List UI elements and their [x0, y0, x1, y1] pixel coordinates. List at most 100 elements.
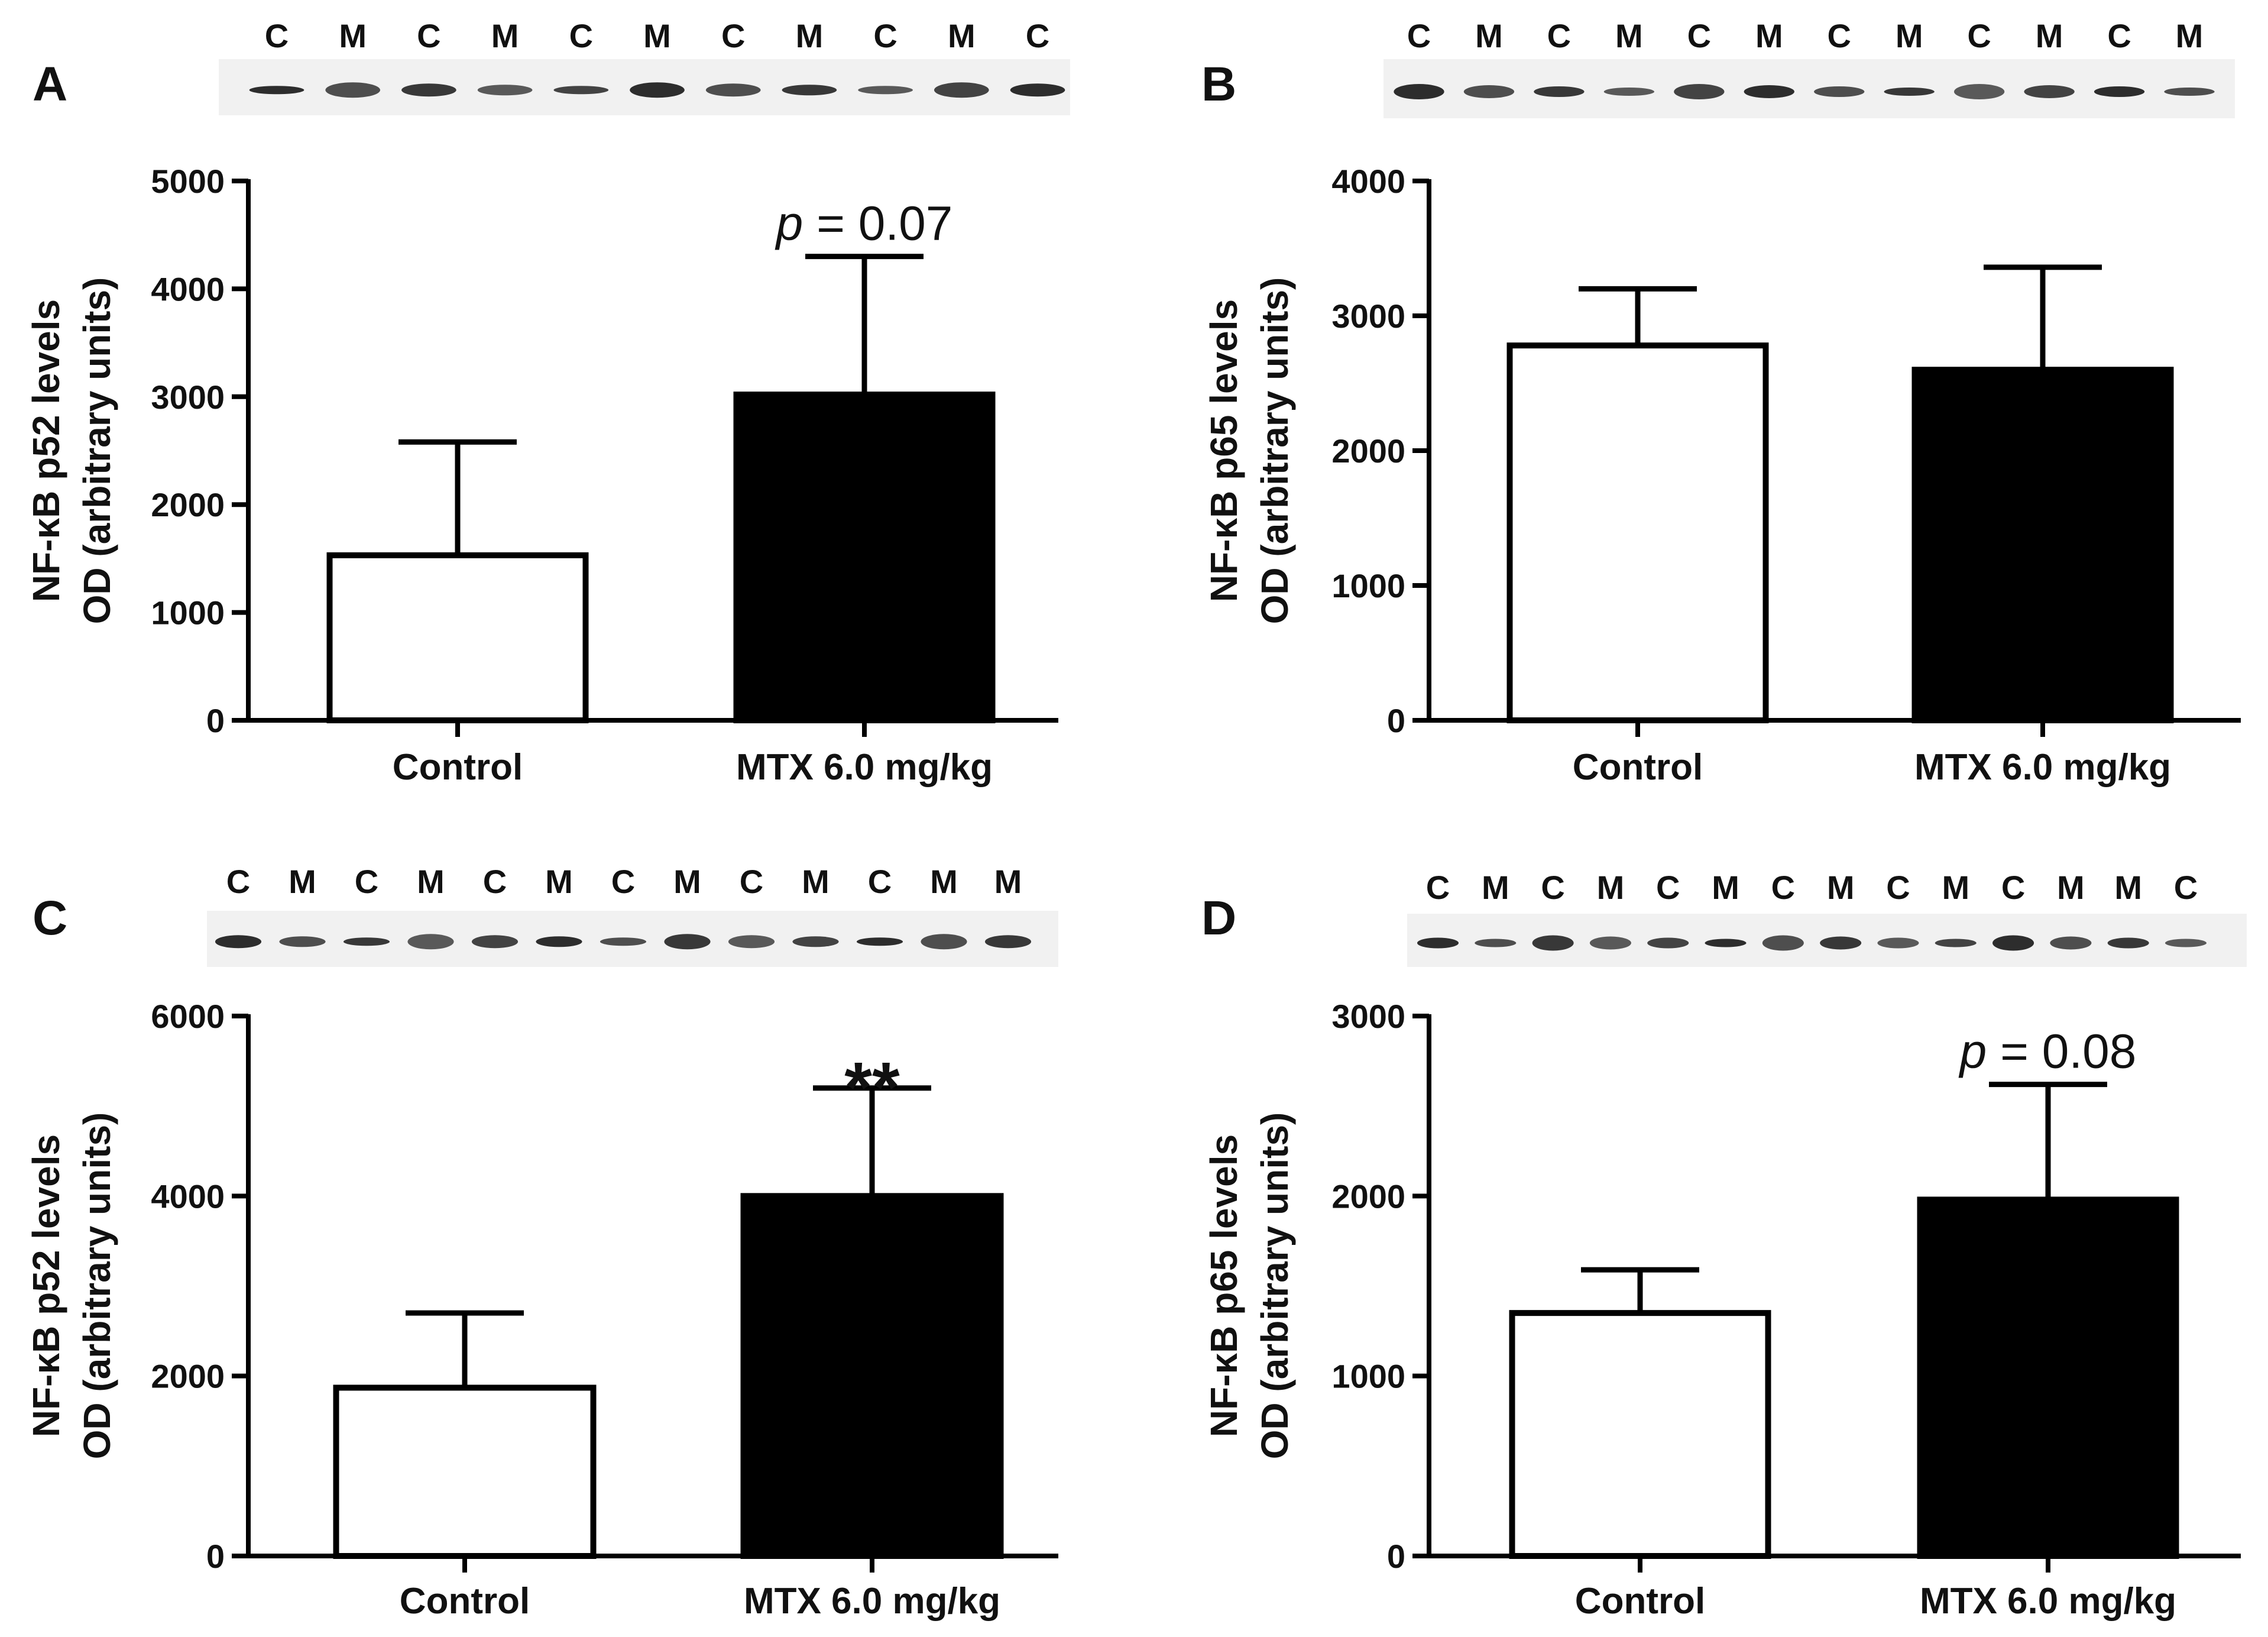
blot-lane-label: C	[1026, 17, 1049, 54]
blot-lane-label: C	[483, 863, 507, 900]
blot-lane-label: M	[930, 863, 958, 900]
blot-band	[1877, 937, 1919, 949]
y-tick-label: 6000	[151, 998, 225, 1035]
y-tick-label: 0	[206, 1538, 225, 1575]
blot-band	[1935, 939, 1977, 947]
y-axis-label: NF-κB p65 levels OD (arbitrary units)	[1203, 1112, 1296, 1460]
y-axis-label: NF-κB p52 levels OD (arbitrary units)	[25, 1112, 118, 1460]
y-tick-label: 4000	[151, 270, 225, 308]
y-tick-label: 3000	[1331, 998, 1405, 1035]
blot-band	[1603, 88, 1655, 96]
blot-lane-label: C	[569, 17, 593, 54]
blot-lane-label: M	[1827, 869, 1855, 906]
blot-band	[1992, 935, 2034, 951]
category-label: MTX 6.0 mg/kg	[1914, 747, 2171, 788]
blot-lane-label: M	[339, 17, 367, 54]
blot-lane-label: M	[802, 863, 830, 900]
y-axis-label-line: OD (arbitrary units)	[1253, 277, 1296, 625]
blot-lane-label: M	[1615, 17, 1643, 54]
blot-band	[215, 935, 262, 949]
blot-lane-label: C	[1687, 17, 1711, 54]
blot-band	[856, 937, 903, 946]
blot-band	[2094, 86, 2145, 97]
blot-band	[1647, 937, 1689, 949]
bar-control	[1509, 1310, 1771, 1559]
y-tick-label: 1000	[1331, 1358, 1405, 1395]
y-axis-label-line: OD (arbitrary units)	[76, 277, 118, 625]
bar-control	[333, 1384, 597, 1559]
y-tick-label: 2000	[1331, 432, 1405, 470]
blot-band	[536, 936, 582, 947]
blot-band	[471, 935, 519, 949]
blot-band	[921, 934, 967, 950]
p-symbol: p	[775, 197, 803, 251]
blot-band	[401, 83, 456, 97]
blot-band	[792, 936, 839, 947]
y-tick-label: 2000	[151, 486, 225, 523]
blot-band	[2165, 939, 2207, 947]
blot-lane-label: C	[2107, 17, 2131, 54]
category-label: Control	[1575, 1581, 1705, 1622]
y-axis-label-line: NF-κB p65 levels	[1203, 1134, 1245, 1437]
p-value-text: = 0.07	[803, 197, 952, 251]
blot-lane-label: M	[1712, 869, 1739, 906]
bar-control	[1506, 342, 1769, 723]
blot-lane-label: M	[1942, 869, 1969, 906]
bar-mtx	[1911, 367, 2174, 723]
bar-mtx	[733, 392, 996, 723]
blot-band	[1589, 936, 1631, 950]
blot-lane-label: M	[643, 17, 671, 54]
blot-band	[728, 935, 775, 949]
blot-band	[2164, 88, 2215, 96]
y-tick-label: 4000	[151, 1177, 225, 1215]
blot-band	[1534, 86, 1585, 97]
blot-lane-label: C	[1886, 869, 1910, 906]
bar-mtx	[1917, 1196, 2179, 1560]
blot-lane-label: M	[994, 863, 1022, 900]
panel-letter: B	[1201, 57, 1236, 111]
blot-lane-label: C	[1771, 869, 1795, 906]
y-tick-label: 1000	[1331, 567, 1405, 604]
significance-annotation: **	[844, 1048, 900, 1127]
blot-lane-label: M	[1755, 17, 1783, 54]
blot-band	[1953, 84, 2005, 99]
blot-band	[1762, 935, 1804, 951]
blot-lane-label: C	[1656, 869, 1680, 906]
bar-control	[326, 552, 589, 723]
y-tick-label: 3000	[1331, 297, 1405, 335]
blot-lane-label: M	[2057, 869, 2085, 906]
blot-band	[1884, 88, 1935, 96]
blot-band	[477, 85, 533, 96]
blot-lane-label: M	[2036, 17, 2063, 54]
blot-band	[1814, 86, 1865, 97]
y-axis-label-line: OD (arbitrary units)	[1253, 1112, 1296, 1460]
blot-lane-label: M	[491, 17, 519, 54]
blot-band	[1394, 84, 1444, 99]
blot-lane-label: C	[1828, 17, 1851, 54]
blot-lane-label: C	[611, 863, 635, 900]
blot-band	[1705, 939, 1747, 947]
p-value-text: = 0.08	[1987, 1025, 2136, 1079]
y-axis-label-line: OD (arbitrary units)	[76, 1112, 118, 1460]
y-tick-label: 1000	[151, 594, 225, 632]
blot-band	[343, 937, 390, 946]
blot-band	[664, 934, 711, 950]
blot-band	[934, 82, 989, 98]
blot-band	[858, 86, 913, 95]
category-label: Control	[393, 747, 523, 788]
blot-band	[600, 937, 647, 946]
panel-letter: D	[1201, 891, 1236, 945]
blot-lane-label: M	[1896, 17, 1923, 54]
blot-lane-label: C	[1547, 17, 1571, 54]
blot-lane-label: C	[1426, 869, 1450, 906]
blot-lane-label: C	[1407, 17, 1431, 54]
blot-band	[1010, 83, 1065, 97]
blot-lane-label: C	[265, 17, 289, 54]
blot-lane-label: C	[2001, 869, 2025, 906]
blot-lane-label: M	[948, 17, 976, 54]
category-label: Control	[1573, 747, 1703, 788]
category-label: MTX 6.0 mg/kg	[744, 1581, 1000, 1622]
blot-band	[2107, 937, 2149, 949]
panels: AC M C M C M C M C M C010002000300040005000Control…	[25, 17, 2247, 1622]
